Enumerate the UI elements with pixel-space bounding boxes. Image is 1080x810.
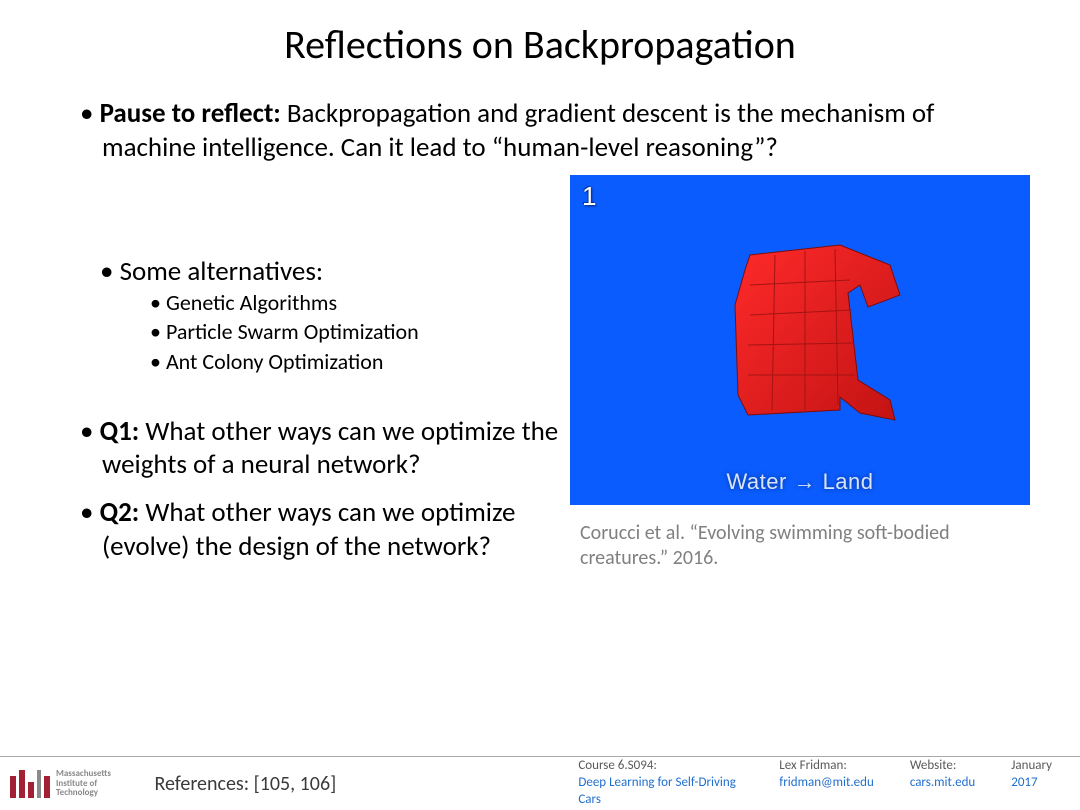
footer-columns: Course 6.S094: Deep Learning for Self-Dr… xyxy=(578,758,1080,809)
pause-label: Pause to reflect: xyxy=(100,97,281,130)
slide-content: Pause to reflect: Backpropagation and gr… xyxy=(0,69,1080,574)
frame-number: 1 xyxy=(582,181,596,212)
q1-text: What other ways can we optimize the weig… xyxy=(102,415,558,482)
footer-col-website: Website: cars.mit.edu xyxy=(910,758,975,809)
figure-citation: Corucci et al. “Evolving swimming soft-b… xyxy=(580,521,1040,571)
alt-item: Particle Swarm Optimization xyxy=(150,317,570,347)
pause-bullet: Pause to reflect: Backpropagation and gr… xyxy=(80,97,1030,165)
q2-text: What other ways can we optimize (evolve)… xyxy=(102,496,515,563)
alternatives-heading: Some alternatives: xyxy=(100,255,570,288)
references-text: References: [105, 106] xyxy=(155,772,579,796)
creature-icon xyxy=(690,225,920,445)
q1-label: Q1: xyxy=(100,415,140,448)
mit-logo-text: MassachusettsInstitute ofTechnology xyxy=(56,769,111,797)
footer-col-course: Course 6.S094: Deep Learning for Self-Dr… xyxy=(578,758,743,809)
simulation-figure: 1 Water xyxy=(570,175,1030,505)
q2-bullet: Q2: What other ways can we optimize (evo… xyxy=(80,496,570,564)
footer-col-author: Lex Fridman: fridman@mit.edu xyxy=(779,758,874,809)
slide-title: Reflections on Backpropagation xyxy=(0,0,1080,69)
q2-label: Q2: xyxy=(100,496,140,529)
footer: MassachusettsInstitute ofTechnology Refe… xyxy=(0,756,1080,810)
q1-bullet: Q1: What other ways can we optimize the … xyxy=(80,415,570,483)
alt-item: Genetic Algorithms xyxy=(150,288,570,318)
figure-caption: Water → Land xyxy=(570,469,1030,495)
alt-item: Ant Colony Optimization xyxy=(150,347,570,377)
mit-logo: MassachusettsInstitute ofTechnology xyxy=(0,769,155,797)
footer-col-date: January 2017 xyxy=(1011,758,1052,809)
